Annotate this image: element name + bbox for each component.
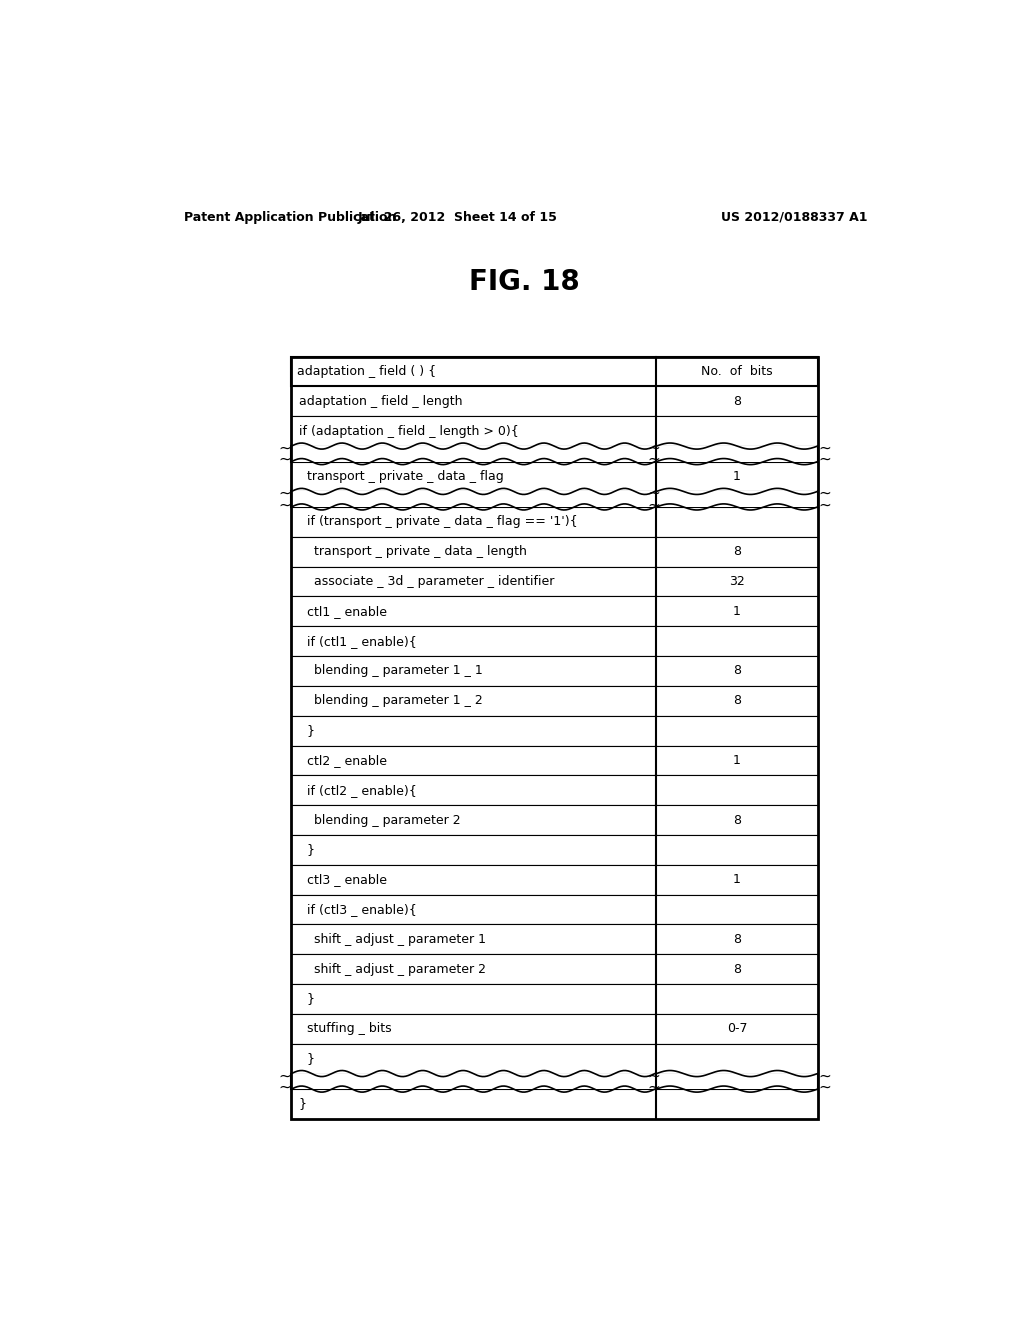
Text: if (adaptation _ field _ length > 0){: if (adaptation _ field _ length > 0){ bbox=[299, 425, 518, 438]
Text: ctl2 _ enable: ctl2 _ enable bbox=[306, 754, 387, 767]
Text: 1: 1 bbox=[733, 874, 741, 886]
Text: if (ctl1 _ enable){: if (ctl1 _ enable){ bbox=[306, 635, 417, 648]
Bar bbox=[291, 356, 818, 387]
Text: adaptation _ field _ length: adaptation _ field _ length bbox=[299, 395, 462, 408]
Bar bbox=[291, 566, 818, 597]
Text: 1: 1 bbox=[733, 470, 741, 483]
Bar bbox=[291, 1089, 818, 1119]
Text: }: } bbox=[306, 725, 314, 737]
Text: stuffing _ bits: stuffing _ bits bbox=[306, 1022, 391, 1035]
Bar bbox=[291, 537, 818, 566]
Bar bbox=[291, 924, 818, 954]
Text: }: } bbox=[306, 1052, 314, 1065]
Text: }: } bbox=[299, 1097, 306, 1110]
Text: 8: 8 bbox=[733, 395, 741, 408]
Text: }: } bbox=[306, 843, 314, 857]
Bar bbox=[291, 597, 818, 626]
Text: 8: 8 bbox=[733, 664, 741, 677]
Text: associate _ 3d _ parameter _ identifier: associate _ 3d _ parameter _ identifier bbox=[314, 576, 555, 587]
Text: 8: 8 bbox=[733, 694, 741, 708]
Text: if (transport _ private _ data _ flag == '1'){: if (transport _ private _ data _ flag ==… bbox=[306, 515, 578, 528]
Bar bbox=[291, 491, 818, 507]
Bar bbox=[291, 1073, 818, 1089]
Text: 1: 1 bbox=[733, 605, 741, 618]
Text: ~
~: ~ ~ bbox=[278, 1068, 291, 1094]
Bar bbox=[291, 746, 818, 775]
Bar bbox=[291, 387, 818, 416]
Text: ctl1 _ enable: ctl1 _ enable bbox=[306, 605, 387, 618]
Text: Patent Application Publication: Patent Application Publication bbox=[183, 211, 396, 224]
Text: 0-7: 0-7 bbox=[727, 1022, 748, 1035]
Bar bbox=[291, 656, 818, 686]
Bar bbox=[291, 954, 818, 985]
Bar bbox=[291, 416, 818, 446]
Text: 32: 32 bbox=[729, 576, 745, 587]
Bar bbox=[291, 895, 818, 924]
Bar bbox=[291, 1014, 818, 1044]
Text: if (ctl2 _ enable){: if (ctl2 _ enable){ bbox=[306, 784, 417, 797]
Text: US 2012/0188337 A1: US 2012/0188337 A1 bbox=[721, 211, 868, 224]
Text: transport _ private _ data _ length: transport _ private _ data _ length bbox=[314, 545, 527, 558]
Text: shift _ adjust _ parameter 1: shift _ adjust _ parameter 1 bbox=[314, 933, 486, 946]
Bar bbox=[291, 462, 818, 491]
Text: ~
~: ~ ~ bbox=[278, 441, 291, 467]
Bar bbox=[291, 775, 818, 805]
Bar bbox=[291, 446, 818, 462]
Text: ~
~: ~ ~ bbox=[278, 486, 291, 512]
Text: ~
~: ~ ~ bbox=[818, 1068, 831, 1094]
Text: ~
~: ~ ~ bbox=[818, 441, 831, 467]
Text: No.  of  bits: No. of bits bbox=[701, 366, 773, 378]
Text: ~
~: ~ ~ bbox=[647, 486, 659, 512]
Text: ~
~: ~ ~ bbox=[647, 441, 659, 467]
Text: blending _ parameter 1 _ 1: blending _ parameter 1 _ 1 bbox=[314, 664, 483, 677]
Text: FIG. 18: FIG. 18 bbox=[469, 268, 581, 297]
Text: shift _ adjust _ parameter 2: shift _ adjust _ parameter 2 bbox=[314, 962, 486, 975]
Text: 8: 8 bbox=[733, 962, 741, 975]
Text: Jul. 26, 2012  Sheet 14 of 15: Jul. 26, 2012 Sheet 14 of 15 bbox=[357, 211, 557, 224]
Bar bbox=[291, 985, 818, 1014]
Bar bbox=[291, 686, 818, 715]
Text: 8: 8 bbox=[733, 545, 741, 558]
Text: transport _ private _ data _ flag: transport _ private _ data _ flag bbox=[306, 470, 504, 483]
Text: ~
~: ~ ~ bbox=[818, 486, 831, 512]
Text: if (ctl3 _ enable){: if (ctl3 _ enable){ bbox=[306, 903, 417, 916]
Bar bbox=[291, 1044, 818, 1073]
Bar bbox=[291, 836, 818, 865]
Bar bbox=[291, 715, 818, 746]
Bar bbox=[291, 356, 818, 1119]
Text: }: } bbox=[306, 993, 314, 1006]
Text: ~
~: ~ ~ bbox=[647, 1068, 659, 1094]
Text: blending _ parameter 2: blending _ parameter 2 bbox=[314, 813, 461, 826]
Text: adaptation _ field ( ) {: adaptation _ field ( ) { bbox=[297, 366, 436, 378]
Text: 1: 1 bbox=[733, 754, 741, 767]
Text: blending _ parameter 1 _ 2: blending _ parameter 1 _ 2 bbox=[314, 694, 483, 708]
Bar bbox=[291, 865, 818, 895]
Text: ctl3 _ enable: ctl3 _ enable bbox=[306, 874, 387, 886]
Text: 8: 8 bbox=[733, 813, 741, 826]
Bar bbox=[291, 626, 818, 656]
Bar bbox=[291, 507, 818, 537]
Text: 8: 8 bbox=[733, 933, 741, 946]
Bar bbox=[291, 805, 818, 836]
